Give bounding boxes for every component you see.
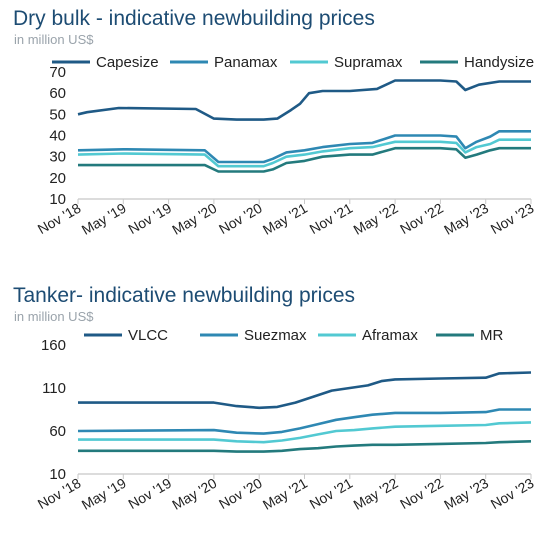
series-line-capesize bbox=[77, 79, 531, 121]
y-tick-label: 60 bbox=[49, 85, 66, 102]
x-tick-label: Nov '23 bbox=[488, 475, 537, 512]
x-tick-label: Nov '20 bbox=[216, 475, 265, 512]
y-tick-label: 40 bbox=[49, 128, 66, 145]
y-tick-label: 20 bbox=[49, 170, 66, 187]
legend-label: Suezmax bbox=[244, 327, 307, 344]
series-line-suezmax bbox=[77, 408, 531, 435]
legend-label: Panamax bbox=[214, 54, 278, 71]
x-tick-label: Nov '19 bbox=[125, 475, 174, 512]
chart-title: Dry bulk - indicative newbuilding prices bbox=[13, 7, 375, 30]
legend-item-vlcc: VLCC bbox=[84, 327, 168, 344]
legend-item-mr: MR bbox=[436, 327, 503, 344]
x-tick-label: May '20 bbox=[169, 200, 219, 238]
legend-item-suezmax: Suezmax bbox=[200, 327, 307, 344]
series-line-handysize bbox=[78, 146, 531, 173]
x-tick-label: Nov '19 bbox=[125, 200, 174, 237]
legend-item-handysize: Handysize bbox=[420, 54, 534, 71]
x-tick-label: Nov '22 bbox=[397, 200, 446, 237]
y-tick-label: 50 bbox=[49, 106, 66, 123]
x-tick-label: May '22 bbox=[351, 475, 401, 513]
x-tick-label: May '20 bbox=[169, 475, 219, 513]
y-tick-label: 110 bbox=[42, 380, 66, 397]
x-tick-label: Nov '23 bbox=[488, 200, 537, 237]
y-tick-label: 10 bbox=[49, 466, 66, 483]
legend-item-aframax: Aframax bbox=[318, 327, 418, 344]
x-tick-label: May '21 bbox=[260, 475, 310, 513]
legend-item-supramax: Supramax bbox=[290, 54, 403, 71]
legend-label: MR bbox=[480, 327, 503, 344]
chart-title: Tanker- indicative newbuilding prices bbox=[13, 284, 356, 307]
dry-bulk-line-chart: Capesize Panamax Supramax Handysize 10 20 30 40… bbox=[35, 54, 537, 238]
y-tick-label: 10 bbox=[49, 191, 66, 208]
x-tick-label: Nov '21 bbox=[307, 475, 356, 512]
x-tick-label: May '19 bbox=[79, 200, 129, 238]
dry-bulk-chart-panel: Dry bulk - indicative newbuilding prices… bbox=[13, 7, 537, 238]
chart-subtitle: in million US$ bbox=[14, 309, 94, 324]
legend-label: Handysize bbox=[464, 54, 534, 71]
y-tick-label: 70 bbox=[49, 64, 66, 81]
x-tick-label: Nov '22 bbox=[397, 475, 446, 512]
series-line-vlcc bbox=[78, 371, 532, 410]
legend-item-capesize: Capesize bbox=[52, 54, 159, 71]
y-tick-label: 160 bbox=[41, 337, 66, 354]
x-tick-label: May '22 bbox=[351, 200, 401, 238]
tanker-chart-panel: Tanker- indicative newbuilding prices in… bbox=[0, 277, 554, 554]
legend-item-panamax: Panamax bbox=[170, 54, 278, 71]
legend-label: Aframax bbox=[362, 327, 418, 344]
series-line-aframax bbox=[78, 421, 532, 444]
series-line-panamax bbox=[77, 130, 531, 164]
y-tick-label: 60 bbox=[49, 423, 66, 440]
legend-label: Capesize bbox=[96, 54, 159, 71]
x-tick-label: May '23 bbox=[441, 200, 491, 238]
series-line-supramax bbox=[77, 138, 531, 168]
x-tick-label: Nov '20 bbox=[216, 200, 265, 237]
legend-label: Supramax bbox=[334, 54, 403, 71]
chart-subtitle: in million US$ bbox=[14, 32, 94, 47]
series-line-mr bbox=[78, 440, 532, 453]
x-tick-label: May '19 bbox=[79, 475, 129, 513]
x-tick-label: Nov '21 bbox=[307, 200, 356, 237]
x-tick-label: May '21 bbox=[260, 200, 310, 238]
x-tick-label: May '23 bbox=[441, 475, 491, 513]
legend-label: VLCC bbox=[128, 327, 168, 344]
y-tick-label: 30 bbox=[49, 149, 66, 166]
